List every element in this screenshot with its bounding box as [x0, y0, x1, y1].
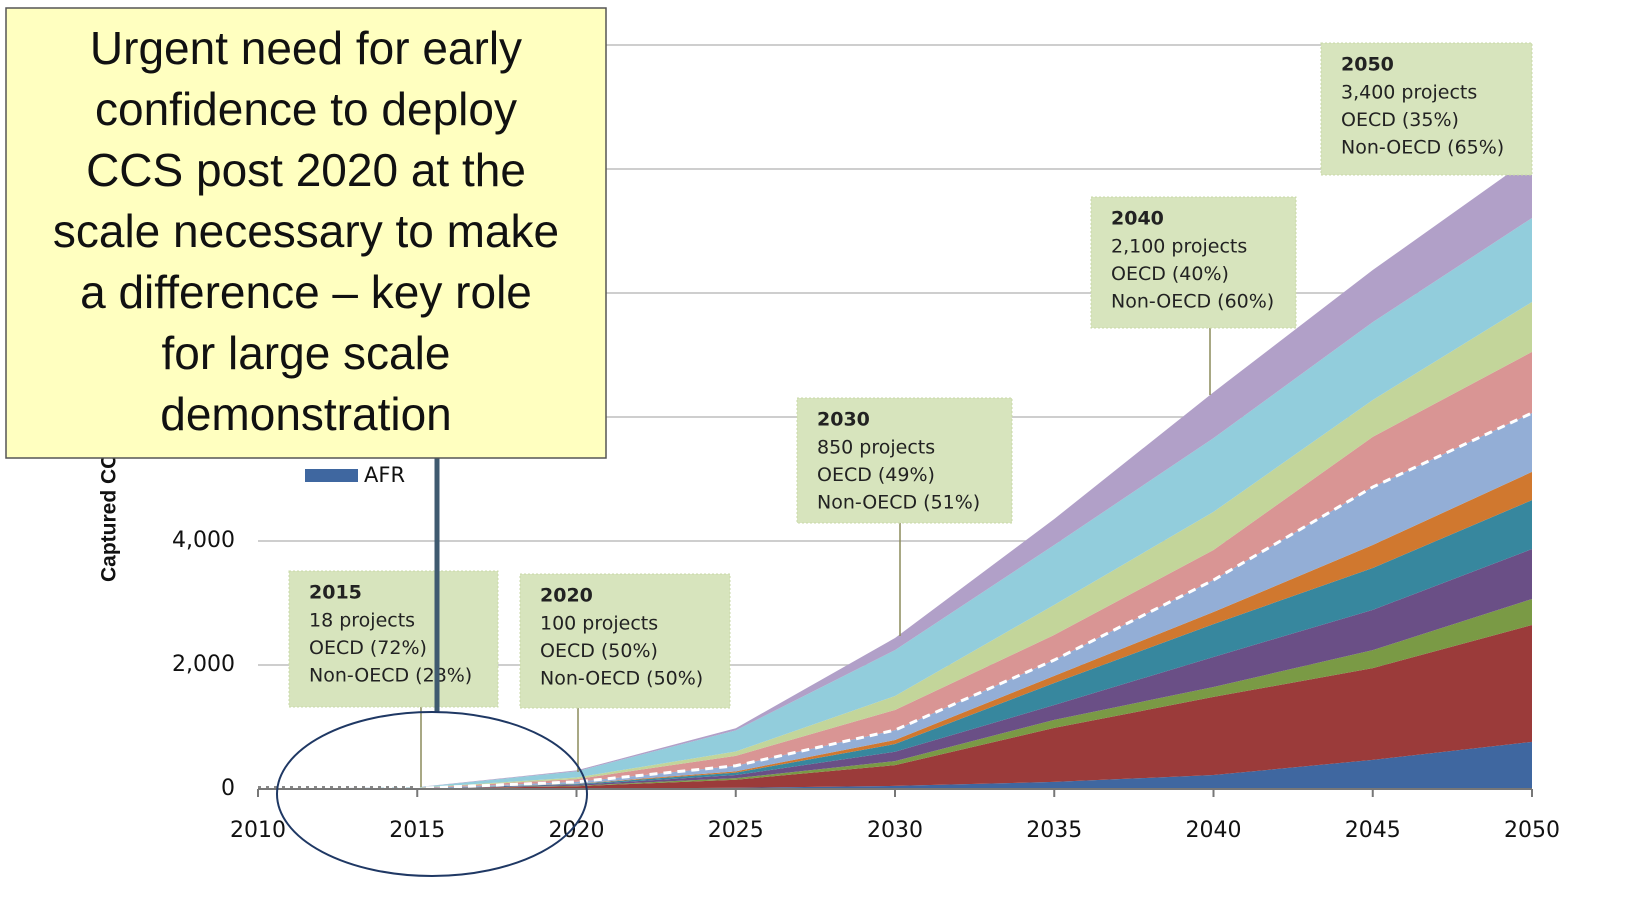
y-tick-label: 4,000 — [172, 528, 235, 553]
area — [258, 217, 1532, 790]
annotation-box — [288, 570, 499, 708]
callout-box — [5, 7, 607, 459]
annotation-box — [519, 573, 731, 709]
annotation-line: Non-OECD (51%) — [817, 492, 980, 514]
annotation-line: 100 projects — [540, 613, 658, 635]
x-tick-label: 2035 — [1026, 818, 1082, 843]
x-tick-label: 2030 — [867, 818, 923, 843]
x-tick-label: 2015 — [389, 818, 445, 843]
annotation-box — [1090, 196, 1297, 329]
x-tick-label: 2020 — [549, 818, 605, 843]
x-tick-label: 2040 — [1186, 818, 1242, 843]
area — [258, 741, 1532, 789]
annotation-line: Non-OECD (50%) — [540, 668, 703, 690]
callout-line: demonstration — [160, 388, 452, 440]
annotation-line: OECD (72%) — [309, 637, 427, 659]
legend-swatch — [305, 469, 358, 482]
annotation-box — [796, 397, 1013, 524]
callout-line: CCS post 2020 at the — [86, 144, 526, 196]
callout-line: Urgent need for early — [90, 22, 522, 74]
annotation-line: OECD (40%) — [1111, 263, 1229, 285]
annotation-title: 2015 — [309, 582, 362, 604]
annotation-line: Non-OECD (60%) — [1111, 291, 1274, 313]
annotation-line: Non-OECD (28%) — [309, 665, 472, 687]
oecd-boundary — [257, 411, 1533, 791]
annotation-line: 2,100 projects — [1111, 236, 1247, 258]
annotation-line: OECD (49%) — [817, 464, 935, 486]
annotation-line: 3,400 projects — [1341, 82, 1477, 104]
callout-ellipse — [276, 711, 588, 877]
x-tick-label: 2045 — [1345, 818, 1401, 843]
y-tick-label: 0 — [221, 776, 235, 801]
annotation-line: 850 projects — [817, 437, 935, 459]
annotation-title: 2040 — [1111, 208, 1164, 230]
x-tick-label: 2050 — [1504, 818, 1560, 843]
annotation-line: Non-OECD (65%) — [1341, 137, 1504, 159]
callout-line: for large scale — [162, 327, 451, 379]
legend-label: AFR — [364, 463, 405, 487]
annotation-title: 2030 — [817, 409, 870, 431]
annotation-line: OECD (50%) — [540, 640, 658, 662]
area — [258, 625, 1532, 789]
x-tick-label: 2010 — [230, 818, 286, 843]
x-tick-label: 2025 — [708, 818, 764, 843]
y-tick-label: 2,000 — [172, 652, 235, 677]
annotation-title: 2050 — [1341, 54, 1394, 76]
callout-line: scale necessary to make — [53, 205, 559, 257]
annotation-line: 18 projects — [309, 610, 415, 632]
annotation-title: 2020 — [540, 585, 593, 607]
callout-line: a difference – key role — [80, 266, 532, 318]
annotation-line: OECD (35%) — [1341, 109, 1459, 131]
area — [258, 549, 1532, 789]
annotation-box — [1320, 42, 1533, 176]
callout-line: confidence to deploy — [95, 83, 517, 135]
